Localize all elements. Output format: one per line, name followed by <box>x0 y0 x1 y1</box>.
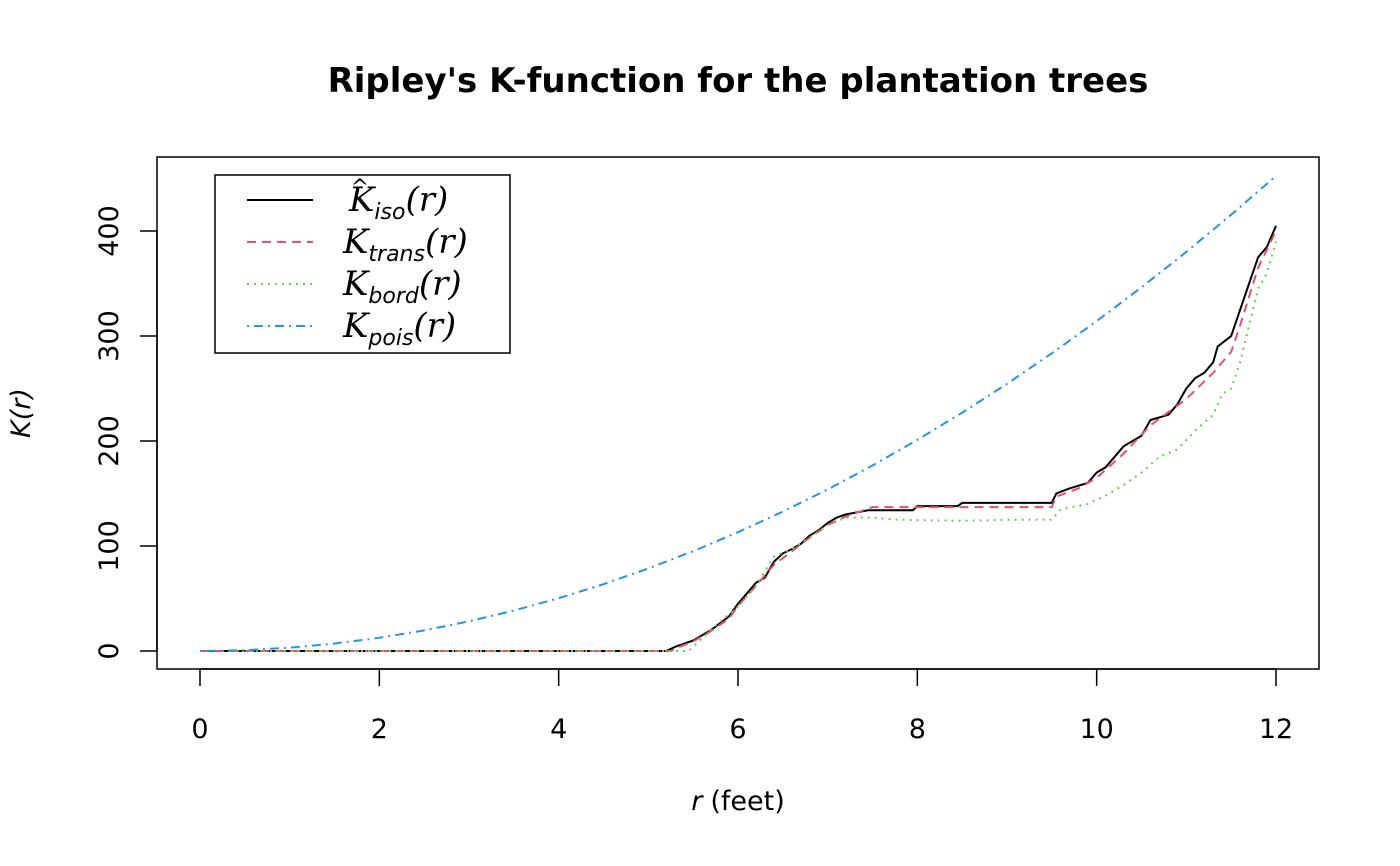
y-tick-label: 0 <box>94 642 125 659</box>
x-tick-label: 6 <box>729 714 746 745</box>
y-axis-label: K(r) <box>6 388 37 438</box>
series-line-pois <box>199 175 1277 652</box>
y-axis: 0 100 200 300 400 <box>94 205 158 660</box>
legend-box <box>214 174 511 354</box>
series-line-trans <box>200 230 1277 652</box>
x-tick-label: 2 <box>371 714 388 745</box>
y-tick-label: 300 <box>94 310 125 362</box>
legend-hat-iso: ^ <box>351 176 369 201</box>
chart-title: Ripley's K-function for the plantation t… <box>328 61 1149 101</box>
series-line-iso <box>200 225 1277 652</box>
x-axis-label: r (feet) <box>691 786 785 817</box>
x-tick-label: 0 <box>191 714 208 745</box>
y-tick-label: 100 <box>94 520 125 572</box>
legend-label-bord: Kbord(r) <box>342 264 462 309</box>
x-tick-label: 8 <box>909 714 926 745</box>
x-axis-label-unit: (feet) <box>710 786 784 817</box>
x-tick-label: 4 <box>550 714 567 745</box>
x-axis-label-var: r <box>691 786 704 817</box>
series-layer <box>199 175 1277 652</box>
y-tick-label: 200 <box>94 415 125 467</box>
legend-label-trans: Ktrans(r) <box>342 222 468 267</box>
legend-label-pois: Kpois(r) <box>342 306 456 351</box>
x-tick-label: 10 <box>1079 714 1113 745</box>
legend: ^Kiso(r)Ktrans(r)Kbord(r)Kpois(r) <box>214 174 511 354</box>
x-tick-label: 12 <box>1259 714 1293 745</box>
x-axis: 0 2 4 6 8 10 12 <box>191 668 1293 745</box>
legend-label-iso: ^Kiso(r) <box>348 176 448 225</box>
series-line-bord <box>200 241 1277 652</box>
y-tick-label: 400 <box>94 205 125 257</box>
